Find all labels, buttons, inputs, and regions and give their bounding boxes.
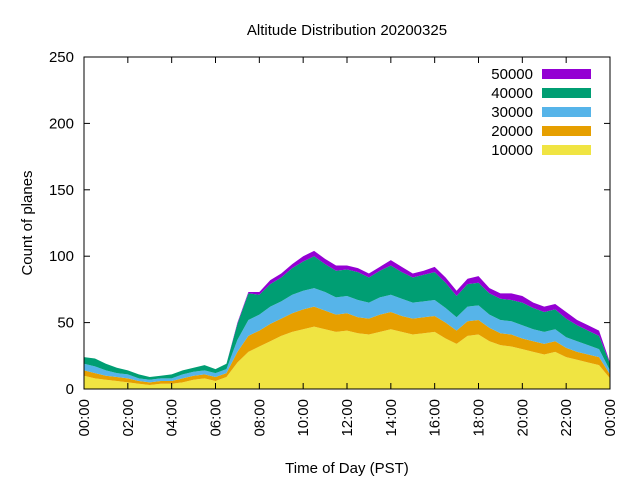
x-tick-label: 02:00 — [120, 399, 137, 437]
y-tick-label: 100 — [49, 248, 74, 265]
x-tick-label: 14:00 — [383, 399, 400, 437]
x-tick-label: 00:00 — [76, 399, 93, 437]
y-tick-label: 0 — [66, 381, 74, 398]
legend-swatch — [542, 69, 591, 79]
chart-title: Altitude Distribution 20200325 — [247, 22, 447, 39]
series-area-40000 — [84, 256, 610, 380]
x-tick-label: 22:00 — [558, 399, 575, 437]
y-tick-label: 150 — [49, 182, 74, 199]
legend-label: 20000 — [491, 123, 533, 140]
y-tick-label: 200 — [49, 115, 74, 132]
legend-label: 30000 — [491, 104, 533, 121]
legend-label: 40000 — [491, 85, 533, 102]
x-tick-label: 08:00 — [251, 399, 268, 437]
legend-label: 10000 — [491, 142, 533, 159]
legend-label: 50000 — [491, 66, 533, 83]
x-tick-label: 12:00 — [339, 399, 356, 437]
legend-swatch — [542, 145, 591, 155]
series-area-50000 — [84, 250, 610, 378]
series-area-10000 — [84, 326, 610, 389]
legend: 50000 40000 30000 20000 10000 — [491, 66, 591, 159]
legend-swatch — [542, 88, 591, 98]
y-tick-label: 50 — [57, 315, 74, 332]
series-area-20000 — [84, 306, 610, 386]
x-tick-label: 06:00 — [208, 399, 225, 437]
x-tick-label: 16:00 — [427, 399, 444, 437]
y-axis-label: Count of planes — [19, 170, 36, 275]
legend-swatch — [542, 126, 591, 136]
x-tick-label: 00:00 — [602, 399, 619, 437]
x-tick-label: 20:00 — [514, 399, 531, 437]
x-tick-label: 04:00 — [164, 399, 181, 437]
series-area-30000 — [84, 288, 610, 383]
legend-swatch — [542, 107, 591, 117]
axes: 0 50 100 150 200 250 00:00 02:00 04:00 06:00 08:00… — [49, 49, 619, 437]
y-tick-label: 250 — [49, 49, 74, 66]
x-axis-label: Time of Day (PST) — [285, 460, 409, 477]
series-areas — [84, 250, 610, 389]
x-tick-label: 18:00 — [471, 399, 488, 437]
x-tick-label: 10:00 — [295, 399, 312, 437]
